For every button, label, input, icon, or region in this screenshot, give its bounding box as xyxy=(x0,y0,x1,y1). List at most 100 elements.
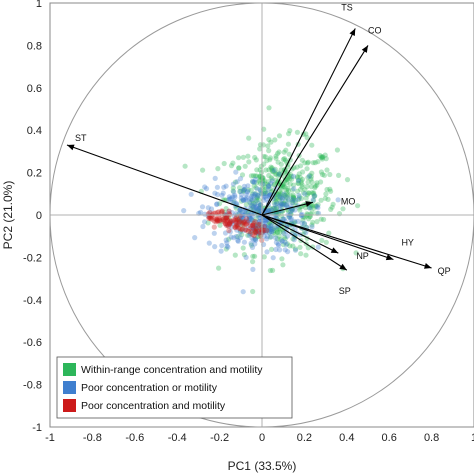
scatter-point xyxy=(273,246,279,253)
scatter-point xyxy=(220,217,227,223)
scatter-point xyxy=(239,232,245,238)
y-tick-label: 0.2 xyxy=(27,168,42,180)
scatter-point xyxy=(304,166,310,172)
scatter-point xyxy=(273,235,279,241)
scatter-point xyxy=(239,172,246,178)
scatter-point xyxy=(280,216,286,222)
scatter-point xyxy=(262,178,268,184)
scatter-point xyxy=(250,173,256,179)
scatter-point xyxy=(309,179,315,185)
scatter-point xyxy=(267,186,273,192)
scatter-point xyxy=(274,204,280,211)
scatter-point xyxy=(239,209,245,215)
scatter-point xyxy=(233,205,239,211)
scatter-point xyxy=(304,192,310,198)
scatter-point xyxy=(315,159,321,165)
scatter-point xyxy=(279,238,285,244)
scatter-point xyxy=(236,165,242,171)
loading-label-sp: SP xyxy=(339,286,351,296)
scatter-point xyxy=(250,218,256,224)
scatter-point xyxy=(261,224,267,230)
scatter-point xyxy=(208,213,214,219)
scatter-point xyxy=(237,216,243,222)
scatter-point xyxy=(281,201,287,207)
scatter-point xyxy=(311,205,317,211)
scatter-point xyxy=(250,222,256,228)
scatter-point xyxy=(298,178,304,184)
loading-label-mo: MO xyxy=(341,196,356,206)
scatter-point xyxy=(299,182,305,188)
scatter-point xyxy=(320,154,326,160)
scatter-point xyxy=(243,221,249,227)
scatter-point xyxy=(230,188,236,194)
scatter-point xyxy=(294,188,301,194)
scatter-point xyxy=(310,219,316,225)
scatter-point xyxy=(255,228,261,234)
scatter-point xyxy=(314,182,320,188)
scatter-point xyxy=(214,184,220,190)
scatter-point xyxy=(254,186,260,192)
scatter-point xyxy=(209,214,215,220)
scatter-point xyxy=(264,158,270,164)
scatter-point xyxy=(287,243,293,249)
scatter-point xyxy=(219,208,225,214)
x-tick-label: 0.2 xyxy=(297,432,312,444)
scatter-point xyxy=(292,246,299,252)
scatter-point xyxy=(266,226,272,232)
scatter-point xyxy=(224,243,230,249)
scatter-point xyxy=(255,223,261,229)
y-tick-label: 0.6 xyxy=(27,83,42,95)
scatter-point xyxy=(249,197,255,203)
scatter-point xyxy=(306,216,312,222)
scatter-point xyxy=(299,213,305,219)
scatter-point xyxy=(280,184,286,190)
scatter-point xyxy=(290,198,296,204)
scatter-point xyxy=(247,230,253,236)
scatter-point xyxy=(229,219,235,225)
scatter-point xyxy=(232,218,238,224)
scatter-point xyxy=(309,190,315,196)
scatter-point xyxy=(268,139,274,145)
scatter-point xyxy=(244,217,250,223)
scatter-point xyxy=(226,208,232,215)
scatter-point xyxy=(237,235,243,241)
scatter-point xyxy=(309,170,315,176)
scatter-point xyxy=(270,205,276,211)
scatter-point xyxy=(238,188,244,194)
scatter-point xyxy=(237,176,244,182)
scatter-point xyxy=(226,227,232,234)
scatter-point xyxy=(236,225,242,231)
scatter-point xyxy=(254,221,260,227)
scatter-point xyxy=(263,154,269,160)
scatter-point xyxy=(253,229,259,235)
scatter-point xyxy=(268,226,274,232)
x-tick-label: 1 xyxy=(471,432,474,444)
scatter-point xyxy=(261,153,267,160)
scatter-point xyxy=(214,216,220,222)
scatter-point xyxy=(238,218,244,224)
scatter-point xyxy=(284,177,290,183)
scatter-point xyxy=(212,244,218,250)
scatter-point xyxy=(315,210,322,216)
scatter-point xyxy=(279,201,285,207)
scatter-point xyxy=(236,219,242,225)
scatter-point xyxy=(260,181,266,187)
scatter-point xyxy=(240,188,246,194)
scatter-point xyxy=(253,205,259,211)
scatter-point xyxy=(250,204,256,210)
scatter-point xyxy=(222,217,228,223)
scatter-point xyxy=(296,192,302,198)
scatter-point xyxy=(229,220,235,226)
scatter-point xyxy=(219,208,225,214)
scatter-point xyxy=(323,156,329,162)
scatter-point xyxy=(278,186,284,192)
scatter-point xyxy=(286,214,293,220)
scatter-point xyxy=(261,193,267,199)
arrowhead-mo xyxy=(305,201,313,207)
scatter-point xyxy=(298,186,304,192)
y-tick-label: -0.4 xyxy=(23,295,42,307)
scatter-point xyxy=(226,194,232,200)
x-tick-label: -0.4 xyxy=(168,432,187,444)
unit-circle xyxy=(49,2,474,428)
scatter-point xyxy=(275,241,281,247)
